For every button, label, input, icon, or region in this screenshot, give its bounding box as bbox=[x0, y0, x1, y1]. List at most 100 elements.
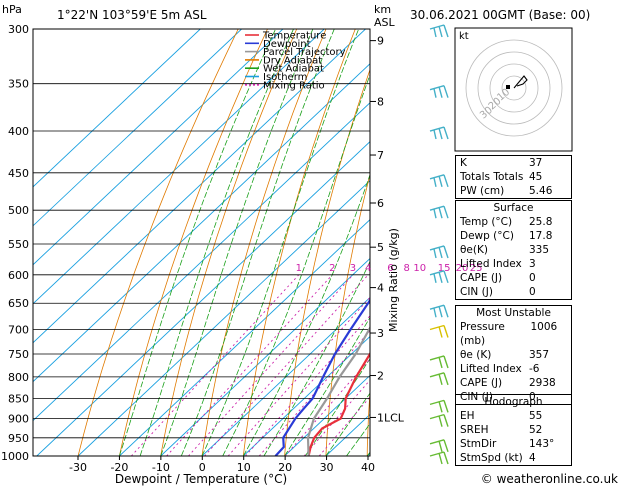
wind-barb bbox=[429, 126, 449, 140]
x-tick-label: 20 bbox=[278, 461, 292, 474]
most-unstable-row: θe (K) 357 bbox=[456, 348, 571, 362]
hodograph-trace bbox=[513, 75, 528, 89]
surface-row: Lifted Index 3 bbox=[456, 257, 571, 271]
wind-barb bbox=[429, 372, 449, 386]
x-tick-label: -10 bbox=[152, 461, 170, 474]
x-tick-label: 0 bbox=[199, 461, 206, 474]
km-tick-label: 3 bbox=[377, 327, 384, 340]
surface-value: 17.8 bbox=[529, 230, 553, 242]
pressure-tick-label: 400 bbox=[8, 125, 29, 138]
km-label: km bbox=[374, 3, 391, 16]
mixing-ratio-line bbox=[303, 379, 370, 456]
wet-adiabat-line bbox=[201, 29, 360, 456]
pressure-tick-label: 300 bbox=[8, 23, 29, 36]
legend-label: Parcel Trajectory bbox=[263, 47, 346, 58]
hodograph-kt-label: kt bbox=[459, 31, 469, 42]
totals-totals-row: Totals Totals 45 bbox=[460, 171, 543, 183]
isotherm-line bbox=[119, 218, 370, 456]
hodograph-label: StmDir bbox=[460, 438, 497, 450]
surface-row: CAPE (J) 0 bbox=[456, 271, 571, 285]
surface-row: θe(K) 335 bbox=[456, 243, 571, 257]
pressure-tick-label: 450 bbox=[8, 167, 29, 180]
legend-label: Dewpoint bbox=[263, 39, 311, 50]
surface-value: 0 bbox=[529, 286, 536, 298]
hodograph-row: StmSpd (kt) 4 bbox=[456, 451, 571, 465]
dewpoint-trace bbox=[274, 298, 370, 456]
dry-adiabat-line bbox=[119, 29, 268, 456]
pressure-tick-label: 850 bbox=[8, 392, 29, 405]
mixing-ratio-label: 4 bbox=[365, 263, 371, 274]
hodograph-value: 55 bbox=[529, 410, 543, 422]
km-tick-label: 5 bbox=[377, 241, 384, 254]
surface-label: θe(K) bbox=[460, 244, 488, 256]
wind-barb bbox=[429, 324, 449, 338]
most-unstable-label: CAPE (J) bbox=[460, 377, 503, 389]
most-unstable-value: 357 bbox=[529, 349, 550, 361]
mixing-ratio-axis-title: Mixing Ratio (g/kg) bbox=[387, 228, 400, 332]
hodograph-row: StmDir 143° bbox=[456, 437, 571, 451]
legend-label: Isotherm bbox=[263, 72, 307, 83]
k-index-row: K 37 bbox=[460, 157, 543, 169]
dry-adiabat-line bbox=[366, 385, 370, 456]
most-unstable-table: Most Unstable Pressure (mb) 1006 θe (K) 357… bbox=[455, 305, 572, 405]
most-unstable-value: -6 bbox=[529, 363, 540, 375]
most-unstable-title: Most Unstable bbox=[476, 307, 551, 319]
x-tick-label: 40 bbox=[361, 461, 375, 474]
km-tick-label: 9 bbox=[377, 35, 384, 48]
wind-barb bbox=[429, 413, 449, 427]
station-label: 1°22'N 103°59'E 5m ASL bbox=[57, 8, 207, 22]
asl-label: ASL bbox=[374, 16, 396, 29]
mixing-ratio-label: 3 bbox=[350, 263, 356, 274]
km-tick-label: 7 bbox=[377, 149, 384, 162]
x-tick-label: 10 bbox=[237, 461, 251, 474]
surface-row: CIN (J) 0 bbox=[456, 285, 571, 299]
surface-label: CIN (J) bbox=[460, 286, 493, 298]
surface-title: Surface bbox=[493, 202, 534, 214]
pressure-tick-label: 500 bbox=[8, 204, 29, 217]
wind-barb bbox=[429, 399, 449, 413]
hodograph-row: EH 55 bbox=[456, 409, 571, 423]
isotherm-line bbox=[33, 29, 284, 266]
mixing-ratio-label: 8 bbox=[404, 263, 410, 274]
mixing-ratio-line bbox=[166, 274, 333, 456]
km-tick-label: 1LCL bbox=[377, 411, 405, 424]
hodograph-value: 52 bbox=[529, 424, 543, 436]
surface-table: Surface Temp (°C) 25.8 Dewp (°C) 17.8 θe(K) 3… bbox=[455, 200, 572, 300]
hodograph-ring bbox=[477, 51, 551, 125]
wet-adiabat-line bbox=[160, 29, 314, 456]
mixing-ratio-label: 2 bbox=[329, 263, 335, 274]
pressure-tick-label: 750 bbox=[8, 348, 29, 361]
wind-barb bbox=[429, 439, 449, 453]
wind-barb bbox=[429, 84, 449, 98]
hodograph-ring bbox=[465, 39, 563, 137]
hodograph-value: 143° bbox=[529, 438, 555, 450]
wind-barb bbox=[429, 245, 449, 259]
km-tick-label: 2 bbox=[377, 370, 384, 383]
temperature-trace bbox=[307, 351, 370, 456]
mixing-ratio-label: 10 bbox=[413, 263, 426, 274]
wet-adiabat-line bbox=[284, 316, 370, 456]
pressure-tick-label: 950 bbox=[8, 432, 29, 445]
dry-adiabat-line bbox=[598, 29, 619, 456]
credit-label: © weatheronline.co.uk bbox=[481, 472, 618, 486]
isotherm-line bbox=[284, 374, 370, 456]
most-unstable-row: Pressure (mb) 1006 bbox=[456, 320, 571, 348]
isotherm-line bbox=[33, 29, 366, 344]
hodograph-ring bbox=[501, 75, 527, 101]
isotherm-line bbox=[201, 296, 370, 456]
hodograph-title: Hodograph bbox=[484, 396, 543, 408]
mixing-ratio-line bbox=[130, 274, 300, 456]
most-unstable-row: Lifted Index -6 bbox=[456, 362, 571, 376]
x-tick-label: -30 bbox=[69, 461, 87, 474]
wind-barb bbox=[429, 24, 449, 38]
surface-label: CAPE (J) bbox=[460, 272, 503, 284]
indices-table: K 37 Totals Totals 45 PW (cm) 5.46 bbox=[455, 155, 572, 199]
surface-value: 335 bbox=[529, 244, 550, 256]
mixing-ratio-label: 1 bbox=[296, 263, 302, 274]
dry-adiabat-line bbox=[201, 29, 327, 456]
isotherm-line bbox=[33, 29, 201, 188]
datetime-label: 30.06.2021 00GMT (Base: 00) bbox=[410, 8, 590, 22]
most-unstable-label: θe (K) bbox=[460, 349, 492, 361]
surface-label: Temp (°C) bbox=[460, 216, 513, 228]
